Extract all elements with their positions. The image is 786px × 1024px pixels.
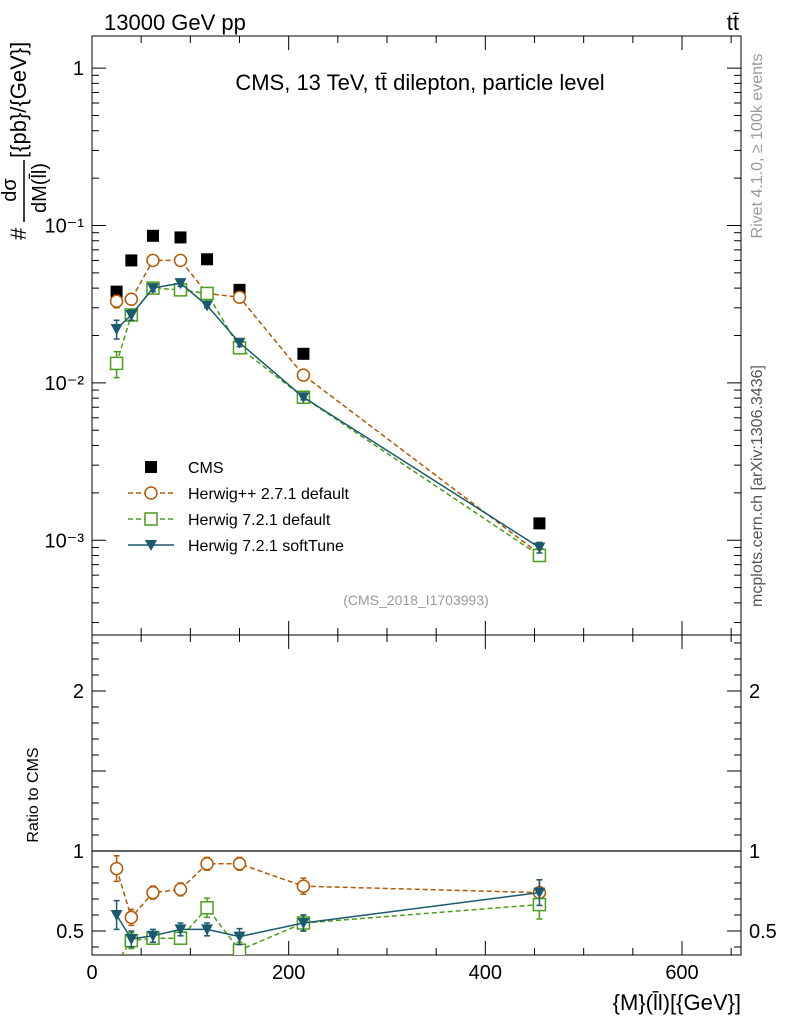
legend-entry-herwigpp: Herwig++ 2.7.1 default xyxy=(128,486,350,503)
data-point-softtune xyxy=(201,924,214,936)
ratio-y-tick-label: 2 xyxy=(73,681,84,703)
data-point-softtune xyxy=(533,542,546,554)
data-point-herwigpp xyxy=(146,885,160,900)
data-point-cms xyxy=(533,517,546,530)
y-tick-label: 10⁻³ xyxy=(45,530,85,552)
header-right: tt̄ xyxy=(727,10,739,35)
data-point-softtune xyxy=(146,930,159,942)
y-label-denominator: dM(l̄l) xyxy=(28,163,51,213)
data-point-herwigpp xyxy=(296,368,311,382)
ratio-y-tick-label-right: 1 xyxy=(749,841,760,863)
y-label-hash: # xyxy=(6,227,31,240)
series-line-herwig721 xyxy=(120,903,540,955)
data-point-cms xyxy=(174,231,187,244)
data-point-softtune xyxy=(297,392,310,404)
series-line-softtune xyxy=(115,891,540,940)
main-axis-ticks: 1 10⁻¹ 10⁻² 10⁻³ xyxy=(45,36,741,635)
data-point-cms xyxy=(297,347,310,360)
analysis-watermark: (CMS_2018_I1703993) xyxy=(343,592,489,608)
data-point-herwig721 xyxy=(232,943,247,955)
y-tick-label: 10⁻² xyxy=(45,373,85,395)
data-point-softtune xyxy=(110,910,123,921)
data-point-herwigpp xyxy=(232,290,247,305)
data-point-cms xyxy=(125,254,138,267)
legend-entry-cms: CMS xyxy=(145,460,224,477)
data-point-herwigpp xyxy=(200,857,214,871)
data-point-herwig721 xyxy=(200,286,214,301)
legend-marker xyxy=(145,461,157,473)
data-point-softtune xyxy=(201,300,214,312)
legend-label: Herwig++ 2.7.1 default xyxy=(188,486,350,503)
legend-marker xyxy=(144,486,158,500)
rivet-version-label: Rivet 4.1.0, ≥ 100k events xyxy=(749,54,766,239)
ratio-y-axis-label: Ratio to CMS xyxy=(25,747,42,842)
data-point-herwigpp xyxy=(124,910,139,925)
header-left: 13000 GeV pp xyxy=(104,10,246,35)
data-point-softtune xyxy=(233,337,246,349)
data-point-herwig721 xyxy=(109,356,124,371)
y-label-numerator: dσ xyxy=(0,178,21,202)
data-point-herwigpp xyxy=(173,882,188,897)
data-point-softtune xyxy=(125,309,138,321)
data-point-softtune xyxy=(110,323,123,335)
legend-label: Herwig 7.2.1 softTune xyxy=(188,538,344,555)
data-point-softtune xyxy=(297,918,310,929)
data-point-softtune xyxy=(233,931,246,943)
ratio-plot-frame xyxy=(91,634,742,956)
x-tick-label: 400 xyxy=(469,962,502,984)
ratio-y-tick-label-right: 0.5 xyxy=(749,921,777,943)
data-point-herwigpp xyxy=(146,253,160,268)
x-tick-label: 200 xyxy=(272,962,305,984)
data-point-herwigpp xyxy=(109,294,124,309)
ratio-y-tick-label-right: 2 xyxy=(749,681,760,703)
data-point-cms xyxy=(146,229,159,242)
series-line-softtune xyxy=(116,282,540,549)
ratio-y-tick-label: 1 xyxy=(73,841,84,863)
x-tick-label: 600 xyxy=(665,962,698,984)
legend-marker xyxy=(145,540,157,551)
data-point-herwigpp xyxy=(124,292,139,306)
ratio-axis-ticks: 0.5 0.5 1 1 2 2 0 200 400 600 xyxy=(56,635,777,984)
ratio-y-tick-label: 0.5 xyxy=(56,921,84,943)
legend-marker xyxy=(144,512,158,526)
legend-entry-softtune: Herwig 7.2.1 softTune xyxy=(128,538,344,555)
legend: CMS Herwig++ 2.7.1 default Herwig 7.2.1 de… xyxy=(128,460,350,555)
y-tick-label: 10⁻¹ xyxy=(45,215,85,237)
data-point-herwigpp xyxy=(296,879,311,893)
ratio-plot-series xyxy=(109,855,547,955)
data-point-softtune xyxy=(174,278,187,290)
legend-label: Herwig 7.2.1 default xyxy=(188,512,331,529)
series-line-herwigpp xyxy=(116,259,540,555)
data-point-softtune xyxy=(146,283,159,295)
data-point-softtune xyxy=(533,887,546,899)
legend-label: CMS xyxy=(188,460,224,477)
data-point-herwigpp xyxy=(109,861,124,876)
main-plot-title: CMS, 13 TeV, tt̄ dilepton, particle leve… xyxy=(235,70,604,95)
data-point-herwigpp xyxy=(232,857,247,871)
series-softtune xyxy=(110,879,546,948)
y-label-unit: [{pb}/{GeV}] xyxy=(6,42,31,158)
x-axis-label: {M}(l̄l)[{GeV}] xyxy=(613,990,741,1015)
series-softtune xyxy=(110,278,546,554)
data-point-herwig721 xyxy=(200,901,214,915)
data-point-herwigpp xyxy=(173,253,188,268)
data-point-softtune xyxy=(125,934,138,945)
series-herwigpp xyxy=(109,855,547,927)
y-tick-label: 1 xyxy=(73,58,84,80)
x-tick-label: 0 xyxy=(86,962,97,984)
main-y-axis-label: # dσ dM(l̄l) [{pb}/{GeV}] xyxy=(0,42,51,240)
mcplots-label: mcplots.cern.ch [arXiv:1306.3436] xyxy=(749,365,766,607)
main-plot-series xyxy=(109,229,547,563)
data-point-softtune xyxy=(174,924,187,936)
data-point-cms xyxy=(201,253,214,266)
series-cms xyxy=(110,229,546,530)
legend-entry-herwig721: Herwig 7.2.1 default xyxy=(128,512,331,529)
